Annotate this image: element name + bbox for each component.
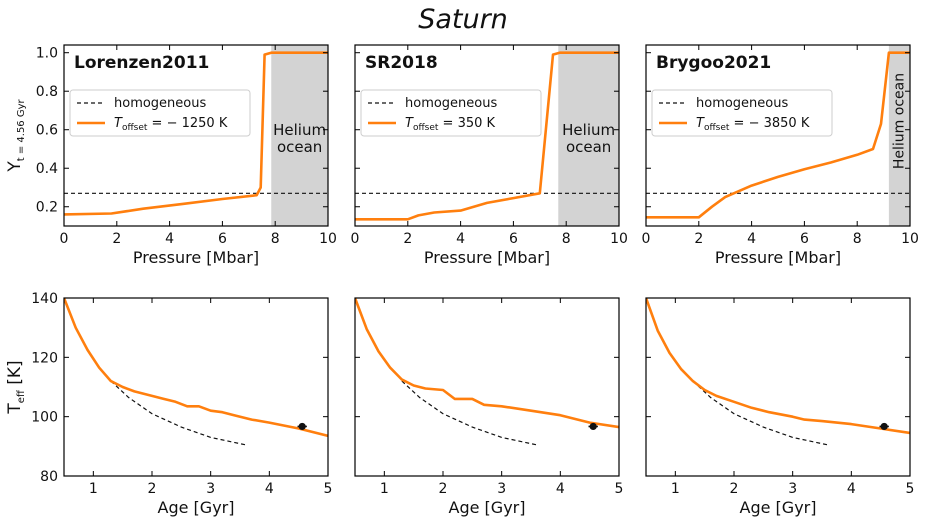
x-tick-label: 3 <box>206 481 215 497</box>
model-line <box>646 298 910 435</box>
x-tick-label: 2 <box>148 481 157 497</box>
x-tick-label: 2 <box>694 231 703 247</box>
x-tick-label: 6 <box>509 231 518 247</box>
helium-ocean-region <box>558 45 619 226</box>
x-tick-label: 4 <box>265 481 274 497</box>
x-tick-label: 5 <box>615 481 624 497</box>
observation-point <box>589 422 597 431</box>
y-tick-label: 80 <box>40 469 58 485</box>
panel-bottom-left: 1 2 3 4 5 80 100 120 140 Age [Gyr] Teff [K] <box>5 291 332 517</box>
helium-ocean-label-line1: Helium <box>273 121 326 139</box>
plot-frame <box>354 297 620 477</box>
homogeneous-line <box>110 380 247 446</box>
helium-ocean-region <box>888 45 910 226</box>
figure-title: Saturn <box>418 4 508 35</box>
model-name-label: SR2018 <box>365 53 438 73</box>
x-tick-label: 8 <box>853 231 862 247</box>
model-line <box>646 51 910 219</box>
x-tick-label: 4 <box>747 231 756 247</box>
y-tick-label: 120 <box>31 350 58 366</box>
x-tick-label: 6 <box>218 231 227 247</box>
x-tick-label: 2 <box>112 231 121 247</box>
model-name-label: Lorenzen2011 <box>74 53 209 73</box>
plot-frame <box>63 297 329 477</box>
y-tick-label: 100 <box>31 410 58 426</box>
x-tick-label: 8 <box>562 231 571 247</box>
helium-ocean-label: Helium ocean <box>891 73 907 169</box>
observation-point <box>880 422 888 431</box>
panel-top-right: Helium ocean 0 2 4 6 8 10 Pressure [Mbar] Brygoo… <box>642 44 919 267</box>
legend-model-label: Toffset = 350 K <box>405 116 496 133</box>
legend-box <box>360 89 542 137</box>
x-axis-label: Age [Gyr] <box>449 498 526 517</box>
x-tick-label: 3 <box>497 481 506 497</box>
x-tick-label: 2 <box>439 481 448 497</box>
x-axis-label: Pressure [Mbar] <box>424 248 550 267</box>
legend-homogeneous-label: homogeneous <box>696 96 788 111</box>
x-tick-label: 6 <box>800 231 809 247</box>
x-tick-label: 0 <box>60 231 69 247</box>
panel-bottom-right: 1 2 3 4 5 Age [Gyr] <box>645 297 915 517</box>
x-tick-label: 4 <box>847 481 856 497</box>
legend-model-label: Toffset = − 3850 K <box>696 116 810 133</box>
x-axis-label: Age [Gyr] <box>158 498 235 517</box>
x-axis-label: Age [Gyr] <box>740 498 817 517</box>
y-tick-label: 140 <box>31 291 58 307</box>
x-tick-label: 3 <box>788 481 797 497</box>
model-line <box>64 51 328 216</box>
legend-box <box>69 89 251 137</box>
helium-ocean-label-line2: ocean <box>566 138 611 156</box>
x-tick-label: 10 <box>610 231 628 247</box>
plot-frame <box>63 44 329 227</box>
legend-model-label: Toffset = − 1250 K <box>114 116 228 133</box>
observation-point <box>298 422 306 431</box>
y-tick-label: 0.2 <box>36 200 58 216</box>
y-axis-label: Yt = 4.56 Gyr <box>5 98 27 172</box>
x-tick-label: 10 <box>901 231 919 247</box>
x-tick-label: 1 <box>89 481 98 497</box>
helium-ocean-label-line2: ocean <box>277 138 322 156</box>
x-axis-label: Pressure [Mbar] <box>133 248 259 267</box>
y-tick-label: 0.6 <box>36 123 58 139</box>
panel-bottom-middle: 1 2 3 4 5 Age [Gyr] <box>354 297 624 517</box>
x-tick-label: 1 <box>671 481 680 497</box>
x-tick-label: 5 <box>324 481 333 497</box>
model-name-label: Brygoo2021 <box>656 53 771 73</box>
homogeneous-line <box>692 380 829 446</box>
x-tick-label: 10 <box>319 231 337 247</box>
x-tick-label: 2 <box>730 481 739 497</box>
legend-box <box>651 89 833 137</box>
model-line <box>64 298 328 438</box>
helium-ocean-region <box>271 45 328 226</box>
x-tick-label: 4 <box>556 481 565 497</box>
plot-frame <box>645 44 911 227</box>
x-tick-label: 0 <box>351 231 360 247</box>
y-axis-label: Teff [K] <box>5 360 27 414</box>
model-line <box>355 51 619 221</box>
x-tick-label: 4 <box>165 231 174 247</box>
y-tick-label: 1.0 <box>36 46 58 62</box>
legend-homogeneous-label: homogeneous <box>114 96 206 111</box>
homogeneous-line <box>401 380 538 446</box>
x-tick-label: 0 <box>642 231 651 247</box>
y-tick-label: 0.4 <box>36 161 58 177</box>
helium-ocean-label-line1: Helium <box>562 121 615 139</box>
x-axis-label: Pressure [Mbar] <box>715 248 841 267</box>
model-line <box>355 298 619 429</box>
x-tick-label: 4 <box>456 231 465 247</box>
plot-frame <box>645 297 911 477</box>
y-tick-label: 0.8 <box>36 84 58 100</box>
x-tick-label: 1 <box>380 481 389 497</box>
x-tick-label: 5 <box>906 481 915 497</box>
x-tick-label: 2 <box>403 231 412 247</box>
x-tick-label: 8 <box>271 231 280 247</box>
plot-frame <box>354 44 620 227</box>
legend-homogeneous-label: homogeneous <box>405 96 497 111</box>
